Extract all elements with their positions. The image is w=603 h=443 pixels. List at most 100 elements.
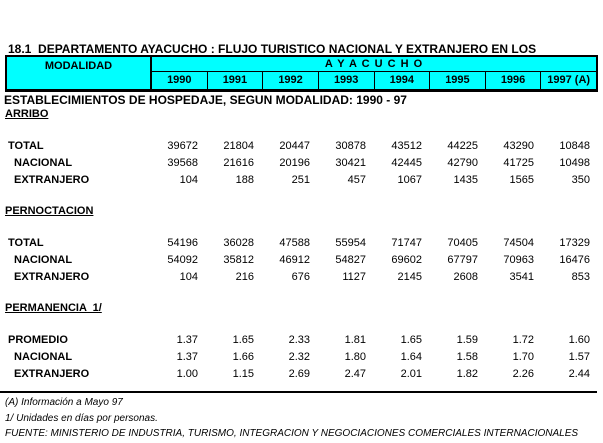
value-cell: 1.70	[512, 351, 534, 363]
value-cell: 21804	[223, 140, 254, 152]
section-title-wrap: PERNOCTACION	[0, 189, 603, 235]
value-cell: 1.65	[400, 334, 422, 346]
footnote-divider	[0, 391, 597, 393]
value-cell: 69602	[391, 254, 422, 266]
value-cell: 74504	[503, 237, 534, 249]
row-label: EXTRANJERO	[14, 368, 90, 380]
section-permanencia: PERMANENCIA 1/PROMEDIO 1.37 1.65 2.33 1.81 1.…	[0, 286, 603, 383]
table-body: ARRIBO TOTAL 39672 21804 20447 30878 43512 4422…	[0, 92, 603, 383]
row-label: EXTRANJERO	[14, 271, 90, 283]
row-label: NACIONAL	[14, 351, 73, 363]
row-label: TOTAL	[8, 140, 44, 152]
row-label: TOTAL	[8, 237, 44, 249]
table-row: EXTRANJERO 104 188 251 457 1067 1435 1565 350	[0, 172, 603, 189]
section-title-wrap: PERMANENCIA 1/	[0, 286, 603, 332]
value-cell: 3541	[509, 271, 534, 283]
value-cell: 67797	[447, 254, 478, 266]
value-cell: 350	[571, 174, 590, 186]
year-column-header: 1994	[375, 72, 431, 89]
value-cell: 104	[179, 174, 198, 186]
year-column-header: 1996	[486, 72, 542, 89]
value-cell: 47588	[279, 237, 310, 249]
value-cell: 30878	[335, 140, 366, 152]
value-cell: 1.57	[568, 351, 590, 363]
column-header-modalidad: MODALIDAD	[7, 57, 152, 89]
value-cell: 1435	[453, 174, 478, 186]
row-label: NACIONAL	[14, 157, 73, 169]
year-column-header: 1990	[152, 72, 208, 89]
value-cell: 2.26	[512, 368, 534, 380]
row-label: EXTRANJERO	[14, 174, 90, 186]
footnote-source: FUENTE: MINISTERIO DE INDUSTRIA, TURISMO…	[5, 428, 579, 439]
value-cell: 1.64	[400, 351, 422, 363]
value-cell: 1.59	[456, 334, 478, 346]
value-cell: 35812	[223, 254, 254, 266]
value-cell: 70405	[447, 237, 478, 249]
value-cell: 10848	[559, 140, 590, 152]
value-cell: 21616	[223, 157, 254, 169]
value-cell: 1067	[397, 174, 422, 186]
section-arribo: ARRIBO TOTAL 39672 21804 20447 30878 43512 4422…	[0, 92, 603, 189]
value-cell: 42790	[447, 157, 478, 169]
value-cell: 20196	[279, 157, 310, 169]
footnote-units: 1/ Unidades en días por personas.	[5, 412, 158, 424]
value-cell: 1.81	[344, 334, 366, 346]
value-cell: 2608	[453, 271, 478, 283]
value-cell: 104	[179, 271, 198, 283]
year-column-header: 1995	[430, 72, 486, 89]
value-cell: 1.37	[176, 351, 198, 363]
section-title-wrap: ARRIBO	[0, 92, 603, 138]
table-row: TOTAL 54196 36028 47588 55954 71747 70405 74504…	[0, 235, 603, 252]
year-header-row: 1990 1991 1992 1993 1994 1995 1996 1997 (A)	[152, 72, 596, 89]
value-cell: 20447	[279, 140, 310, 152]
value-cell: 457	[347, 174, 366, 186]
value-cell: 1.80	[344, 351, 366, 363]
year-column-header: 1992	[263, 72, 319, 89]
value-cell: 1.15	[232, 368, 254, 380]
value-cell: 17329	[559, 237, 590, 249]
value-cell: 41725	[503, 157, 534, 169]
value-cell: 39672	[167, 140, 198, 152]
table-row: NACIONAL 39568 21616 20196 30421 42445 42790 41…	[0, 155, 603, 172]
value-cell: 54827	[335, 254, 366, 266]
value-cell: 43290	[503, 140, 534, 152]
value-cell: 55954	[335, 237, 366, 249]
section-title: ARRIBO	[5, 108, 49, 120]
value-cell: 42445	[391, 157, 422, 169]
value-cell: 54092	[167, 254, 198, 266]
value-cell: 2145	[397, 271, 422, 283]
value-cell: 10498	[559, 157, 590, 169]
value-cell: 676	[291, 271, 310, 283]
years-header-area: A Y A C U C H O 1990 1991 1992 1993 1994 1995…	[152, 57, 596, 89]
title-line-2: ESTABLECIMIENTOS DE HOSPEDAJE, SEGUN MOD…	[4, 93, 407, 107]
value-cell: 44225	[447, 140, 478, 152]
value-cell: 1.66	[232, 351, 254, 363]
value-cell: 1.60	[568, 334, 590, 346]
table-row: NACIONAL 1.37 1.66 2.32 1.80 1.64 1.58 1.70 1.57	[0, 349, 603, 366]
value-cell: 43512	[391, 140, 422, 152]
value-cell: 2.69	[288, 368, 310, 380]
year-column-header: 1991	[208, 72, 264, 89]
value-cell: 1.65	[232, 334, 254, 346]
value-cell: 188	[235, 174, 254, 186]
value-cell: 2.47	[344, 368, 366, 380]
value-cell: 853	[571, 271, 590, 283]
value-cell: 70963	[503, 254, 534, 266]
page-title: 18.1 DEPARTAMENTO AYACUCHO : FLUJO TURIS…	[4, 7, 599, 126]
year-column-header: 1993	[319, 72, 375, 89]
value-cell: 46912	[279, 254, 310, 266]
value-cell: 2.32	[288, 351, 310, 363]
value-cell: 54196	[167, 237, 198, 249]
value-cell: 1565	[509, 174, 534, 186]
section-title: PERMANENCIA 1/	[5, 302, 102, 314]
region-header-ayacucho: A Y A C U C H O	[152, 57, 596, 72]
title-line-1: 18.1 DEPARTAMENTO AYACUCHO : FLUJO TURIS…	[8, 42, 537, 56]
value-cell: 1.72	[512, 334, 534, 346]
footnote-info-a: (A) Información a Mayo 97	[5, 397, 123, 408]
value-cell: 71747	[391, 237, 422, 249]
table-row: EXTRANJERO 104 216 676 1127 2145 2608 3541 853	[0, 269, 603, 286]
row-label: NACIONAL	[14, 254, 73, 266]
value-cell: 1.37	[176, 334, 198, 346]
table-row: EXTRANJERO 1.00 1.15 2.69 2.47 2.01 1.82 2.26 2.…	[0, 366, 603, 383]
section-title: PERNOCTACION	[5, 205, 94, 217]
